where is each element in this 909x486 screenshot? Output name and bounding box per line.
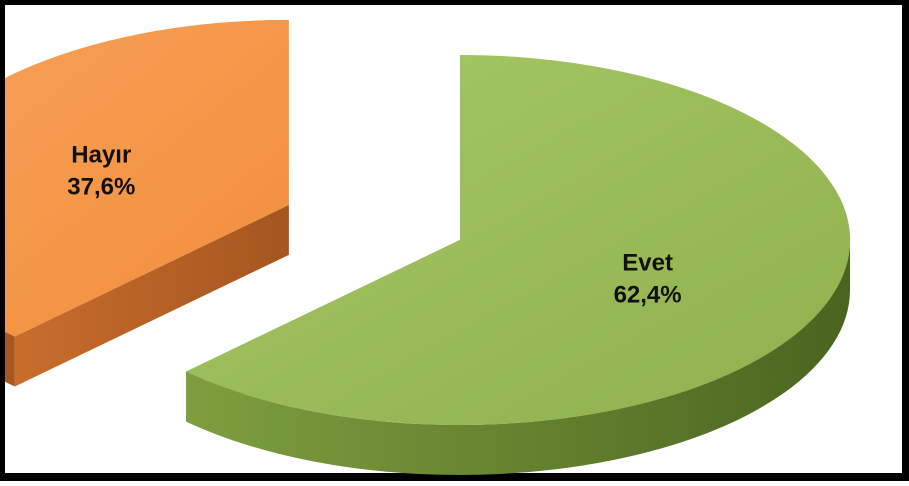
pie-slice-top-hayır bbox=[5, 19, 289, 337]
slice-label-hayır: Hayır bbox=[71, 141, 131, 168]
pie-slice-top-evet bbox=[186, 54, 851, 426]
slice-value-hayır: 37,6% bbox=[67, 173, 135, 200]
pie-slice-wall-hayır-0 bbox=[14, 204, 289, 387]
pie-slice-edge-hayır bbox=[5, 331, 15, 387]
slice-label-evet: Evet bbox=[622, 250, 673, 277]
pie-slice-hayır bbox=[5, 19, 289, 387]
pie-slice-edge-evet bbox=[186, 240, 850, 475]
pie-slice-evet bbox=[186, 54, 851, 475]
pie-chart: Hayır 37,6% Evet 62,4% bbox=[5, 19, 851, 475]
slice-value-evet: 62,4% bbox=[614, 282, 682, 309]
